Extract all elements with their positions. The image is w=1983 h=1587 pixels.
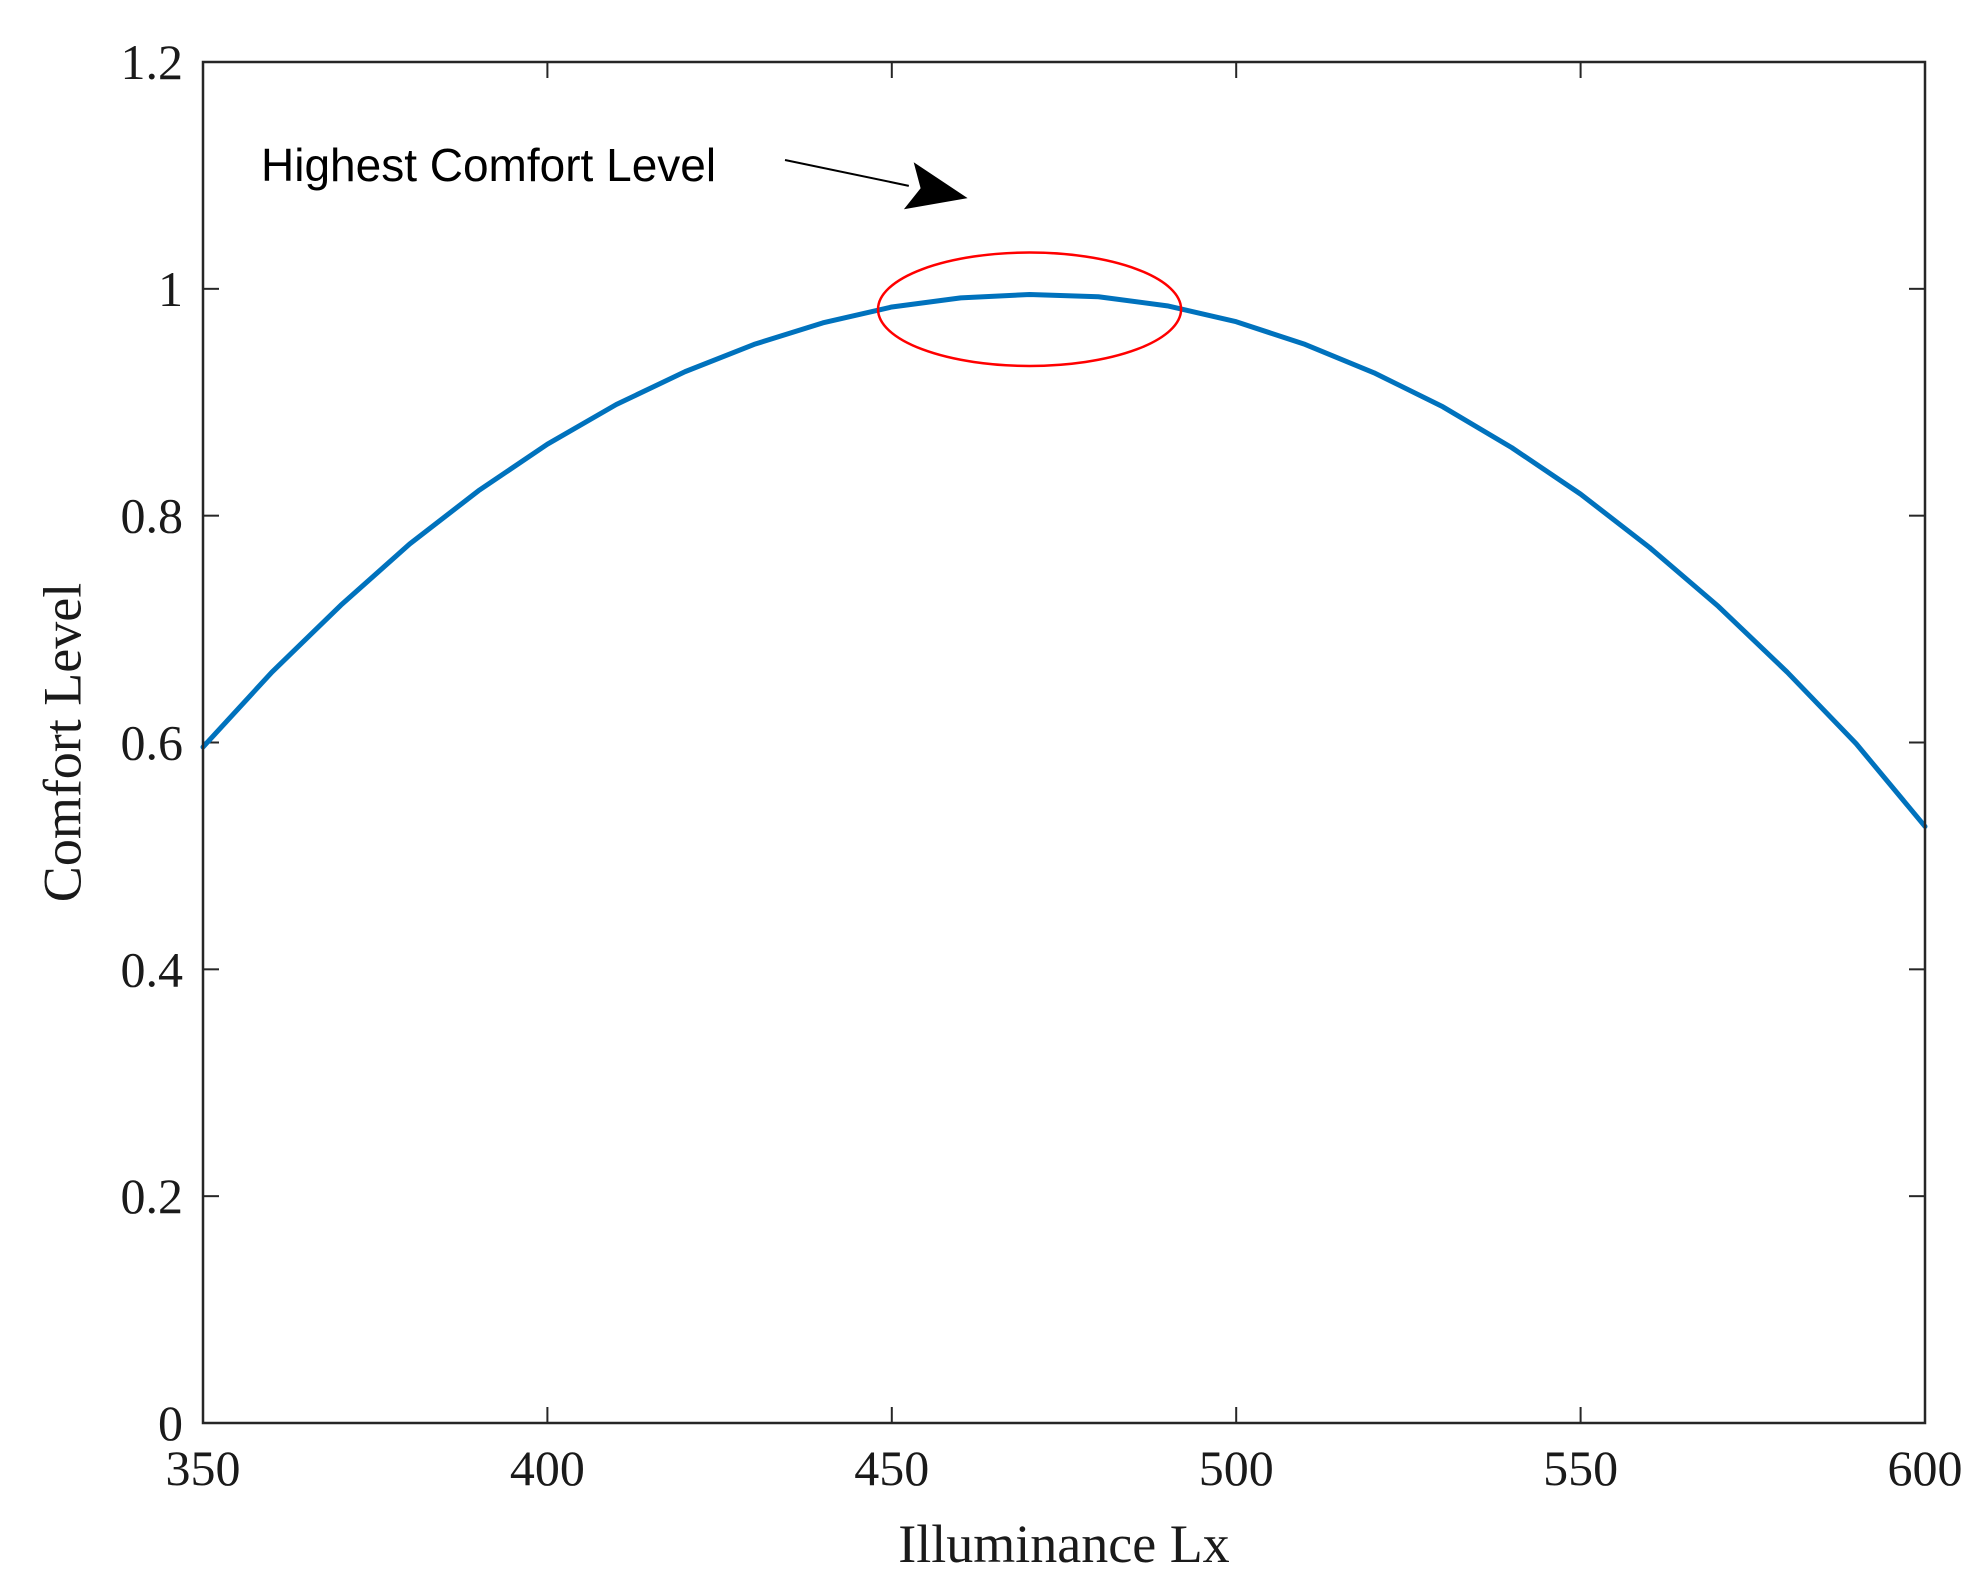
annotation-arrow-head [903,162,968,210]
series-point [545,442,550,447]
series-point [1578,492,1583,497]
y-tick-label: 0.6 [121,715,184,771]
x-tick-label: 350 [166,1440,241,1496]
series-point [752,342,757,347]
series-point [407,542,412,547]
series-point [1785,670,1790,675]
series-point [820,320,825,325]
series-point [1854,741,1859,746]
x-axis-label: Illuminance Lx [898,1514,1229,1574]
series-point [1303,342,1308,347]
x-tick-label: 500 [1199,1440,1274,1496]
series-point [1509,445,1514,450]
x-tick-label: 400 [510,1440,585,1496]
y-tick-label: 0.8 [121,488,184,544]
highlight-ellipse [876,251,1183,368]
x-tick-label: 600 [1888,1440,1963,1496]
plot-frame [201,60,1927,1425]
series-point [1096,294,1101,299]
series-point [1371,370,1376,375]
y-axis-label: Comfort Level [32,583,92,902]
annotation-label: Highest Comfort Level [261,139,716,191]
series-point [889,304,894,309]
x-tick-label: 450 [854,1440,929,1496]
series-point [1165,303,1170,308]
overlay-layer [784,159,1183,368]
series-point [683,369,688,374]
y-tick-label: 1 [158,261,183,317]
x-tick-label: 550 [1543,1440,1618,1496]
y-tick-label: 0.4 [121,941,184,997]
series-line [200,292,1928,829]
series-point [1440,404,1445,409]
series-point [1234,319,1239,324]
series-point [1716,604,1721,609]
y-tick-label: 1.2 [121,34,184,90]
series-layer [200,292,1928,829]
series-point [269,670,274,675]
y-tick-label: 0.2 [121,1168,184,1224]
series-point [614,402,619,407]
series-point [338,603,343,608]
series-point [1027,292,1032,297]
annotation-arrow-shaft [784,159,910,187]
series-point [476,488,481,493]
y-tick-label: 0 [158,1395,183,1451]
series-point [1647,545,1652,550]
tick-labels: 350 400 450 500 550 600 0 0.2 0.4 0.6 0.8 1 1.2 [121,34,1963,1496]
series-point [958,295,963,300]
